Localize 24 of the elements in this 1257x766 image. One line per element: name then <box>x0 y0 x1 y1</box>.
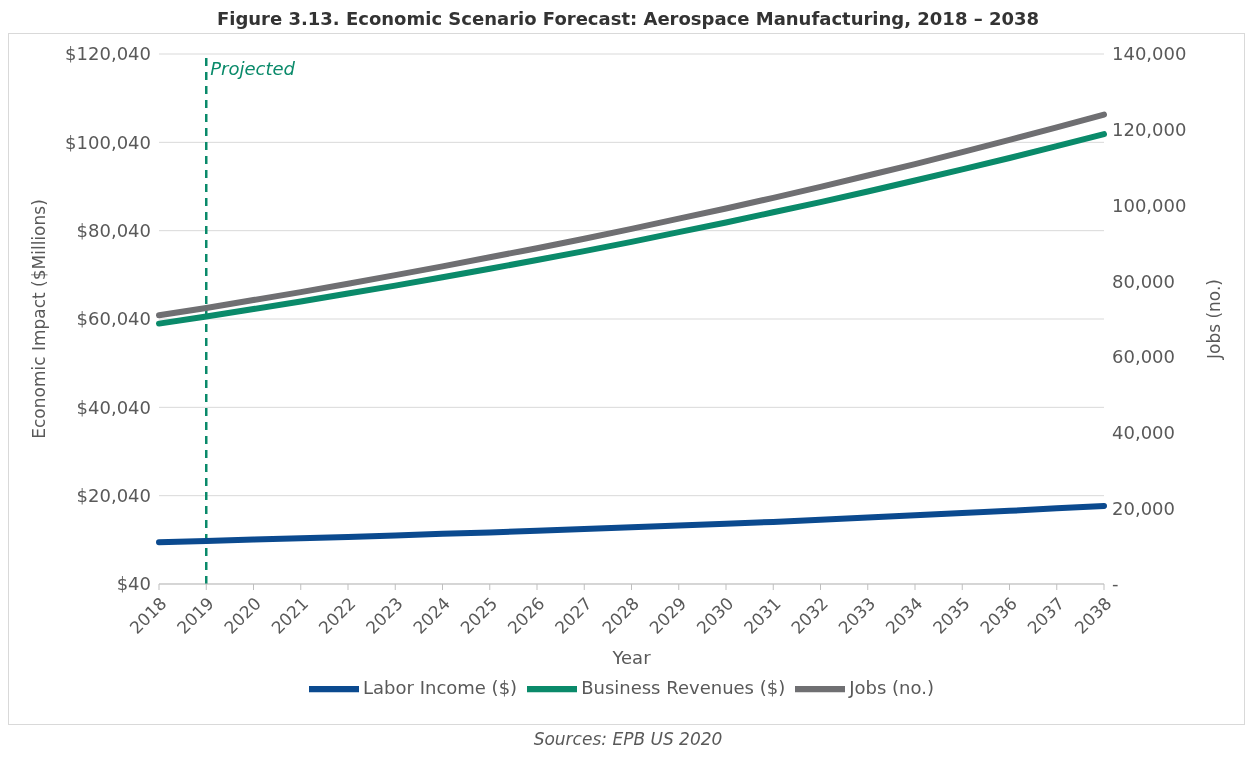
ref-line-label: Projected <box>210 57 296 79</box>
chart-title: Figure 3.13. Economic Scenario Forecast: Aerospace Manufacturing, 2018 – 2038 <box>215 8 1041 29</box>
y-tick-label: $60,040 <box>76 308 151 330</box>
y2-tick-label: 140,000 <box>1112 43 1187 65</box>
y2-tick-label: 80,000 <box>1112 270 1175 292</box>
y-tick-label: $20,040 <box>76 485 151 507</box>
y-tick-label: $80,040 <box>76 220 151 242</box>
y-axis-title: Economic Impact ($Millions) <box>29 199 50 439</box>
x-axis-title: Year <box>611 647 652 668</box>
y-tick-label: $40 <box>116 573 151 595</box>
y2-tick-label: 100,000 <box>1112 194 1187 216</box>
y2-axis-title: Jobs (no.) <box>1204 278 1225 361</box>
y-tick-label: $120,040 <box>65 43 151 65</box>
source-note: Sources: EPB US 2020 <box>532 729 724 749</box>
y2-tick-label: - <box>1112 573 1119 595</box>
y2-tick-label: 120,000 <box>1112 119 1187 141</box>
y2-tick-label: 60,000 <box>1112 346 1175 368</box>
legend-label: Jobs (no.) <box>849 677 934 698</box>
y-tick-label: $100,040 <box>65 131 151 153</box>
legend-label: Labor Income ($) <box>363 677 518 698</box>
legend-label: Business Revenues ($) <box>581 677 786 698</box>
y-tick-label: $40,040 <box>76 396 151 418</box>
y2-tick-label: 40,000 <box>1112 421 1175 443</box>
y2-tick-label: 20,000 <box>1112 497 1175 519</box>
